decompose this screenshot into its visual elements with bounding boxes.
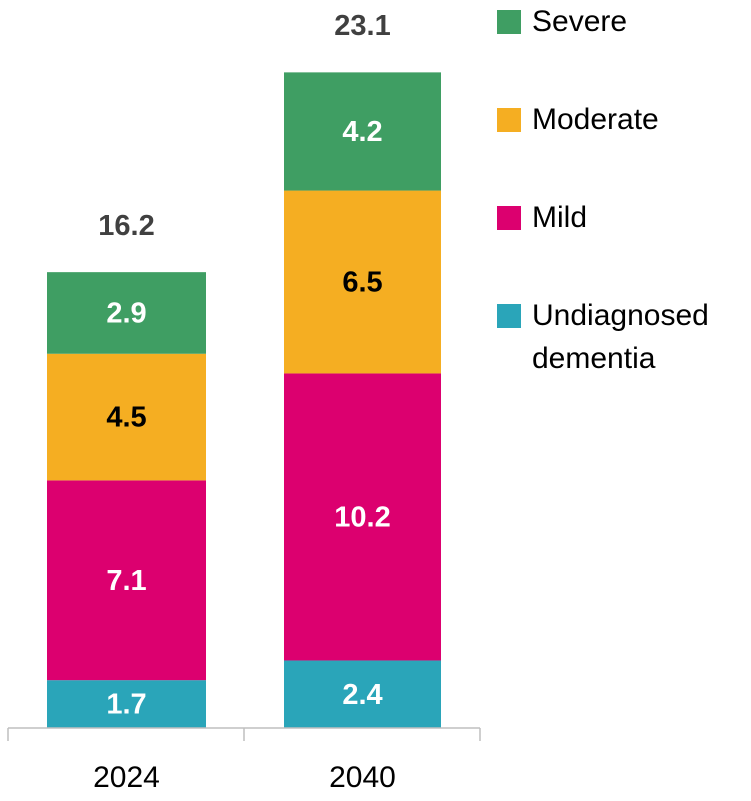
- legend-label: Mild: [532, 201, 588, 234]
- legend-label: Undiagnosed dementia: [532, 299, 709, 375]
- data-label: 6.5: [342, 267, 382, 299]
- total-label: 23.1: [334, 10, 390, 42]
- legend-swatch: [497, 304, 521, 328]
- data-label: 4.5: [106, 402, 146, 434]
- data-label: 4.2: [342, 116, 382, 148]
- data-label: 2.4: [342, 679, 382, 711]
- total-label: 16.2: [98, 210, 154, 242]
- data-label: 1.7: [106, 689, 146, 721]
- data-label: 10.2: [334, 502, 390, 534]
- legend-entry: Undiagnosed dementia: [497, 294, 722, 380]
- bar-segment: [284, 373, 441, 661]
- data-label: 7.1: [106, 565, 146, 597]
- bar-segment: [47, 353, 206, 481]
- bar-segment: [284, 190, 441, 374]
- legend-entry: Severe: [497, 0, 722, 43]
- bar-segment: [284, 660, 441, 728]
- bar-segment: [47, 272, 206, 354]
- x-tick-label: 2024: [93, 761, 160, 794]
- legend-swatch: [497, 206, 521, 230]
- bar-segment: [47, 480, 206, 681]
- legend-swatch: [497, 10, 521, 34]
- legend-entry: Mild: [497, 196, 722, 239]
- legend-entry: Moderate: [497, 98, 722, 141]
- legend-label: Moderate: [532, 103, 659, 136]
- legend-swatch: [497, 108, 521, 132]
- x-tick-label: 2040: [329, 761, 396, 794]
- legend-label: Severe: [532, 5, 628, 38]
- data-label: 2.9: [106, 298, 146, 330]
- bar-segment: [47, 680, 206, 728]
- bar-segment: [284, 72, 441, 191]
